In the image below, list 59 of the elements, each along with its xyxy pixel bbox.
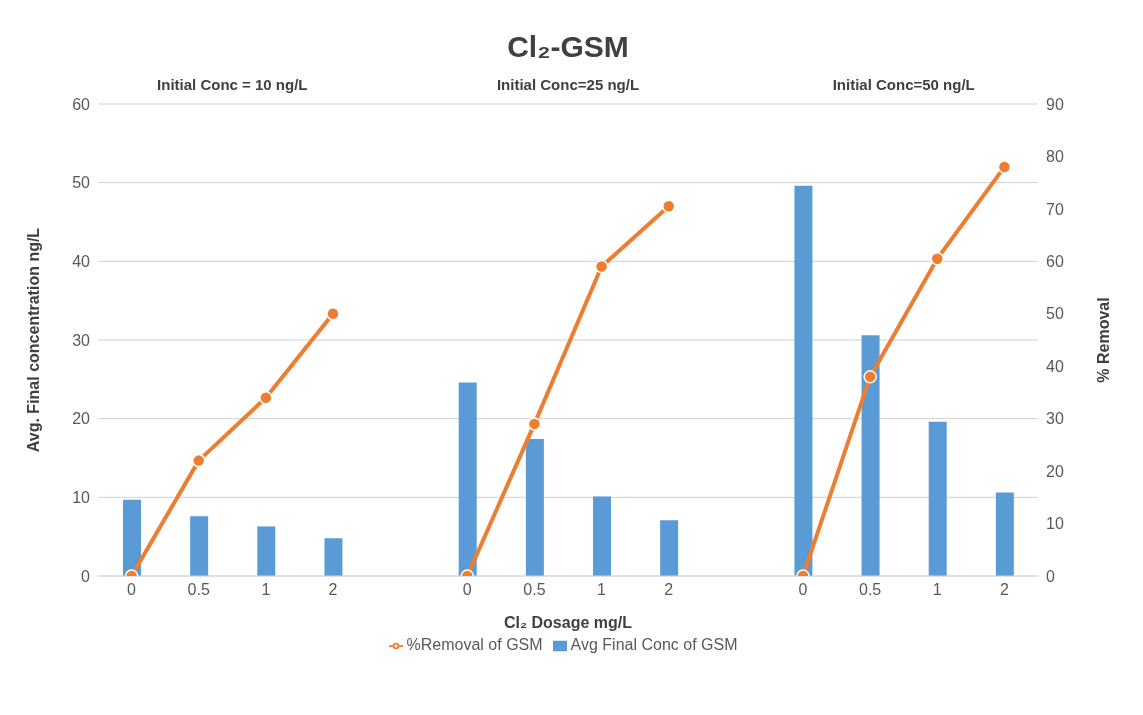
bar (660, 520, 679, 576)
x-tick-label: 0 (462, 581, 472, 599)
point (594, 259, 609, 274)
bar (928, 421, 947, 576)
bar (525, 439, 544, 576)
y-tick-label: 10 (72, 489, 91, 507)
y2-axis-title: % Removal (1094, 297, 1112, 383)
bar (593, 496, 611, 576)
point (997, 160, 1012, 174)
y2-tick-label: 80 (1046, 148, 1064, 166)
y2-tick-label: 40 (1046, 357, 1064, 375)
x-tick-label: 2 (664, 581, 674, 599)
point (259, 390, 273, 405)
legend-label: %Removal of GSM (406, 636, 543, 653)
y2-tick-label: 0 (1046, 567, 1055, 585)
bar (257, 526, 276, 576)
x-tick-label: 0 (127, 581, 137, 599)
chart-title: Cl₂-GSM (506, 30, 630, 64)
y-tick-label: 20 (72, 410, 91, 428)
x-tick-label: 0 (798, 581, 808, 599)
x-tick-label: 1 (932, 581, 942, 599)
x-tick-label: 1 (261, 581, 271, 599)
y-tick-label: 40 (72, 253, 91, 271)
y-axis-title: Avg. Final concentration ng/L (24, 227, 42, 453)
y2-tick-label: 30 (1046, 410, 1064, 428)
x-tick-label: 1 (597, 581, 607, 599)
x-tick-label: 2 (999, 581, 1009, 599)
point (326, 307, 340, 321)
text: Initial Conc = 10 ng/L (156, 76, 309, 93)
point (191, 453, 206, 468)
bar (794, 185, 813, 576)
bar (995, 492, 1014, 576)
x-tick-label: 0.5 (523, 581, 546, 599)
y-tick-label: 30 (72, 331, 91, 349)
x-tick-label: 0.5 (187, 581, 210, 599)
legend-label: Avg Final Conc of GSM (570, 636, 738, 653)
y-tick-label: 0 (81, 567, 91, 585)
y2-tick-label: 20 (1046, 462, 1064, 480)
bar (190, 516, 209, 576)
x-tick-label: 0.5 (859, 581, 882, 599)
bar (458, 382, 477, 576)
y-tick-label: 60 (72, 95, 91, 113)
point (661, 199, 676, 214)
bar (123, 499, 141, 576)
x-axis-title: Cl₂ Dosage mg/L (503, 614, 633, 631)
y-tick-label: 50 (72, 174, 91, 192)
text: Initial Conc=50 ng/L (831, 76, 976, 93)
point (863, 369, 877, 384)
point (930, 251, 945, 266)
y2-tick-label: 50 (1046, 305, 1064, 323)
y2-tick-label: 10 (1046, 515, 1064, 533)
bar (861, 335, 880, 576)
x-tick-label: 2 (328, 581, 338, 599)
y2-tick-label: 70 (1046, 200, 1064, 218)
text: Initial Conc=25 ng/L (495, 76, 641, 93)
y2-tick-label: 90 (1046, 95, 1064, 113)
bar (324, 538, 343, 576)
y2-tick-label: 60 (1046, 253, 1064, 271)
point (527, 417, 542, 431)
